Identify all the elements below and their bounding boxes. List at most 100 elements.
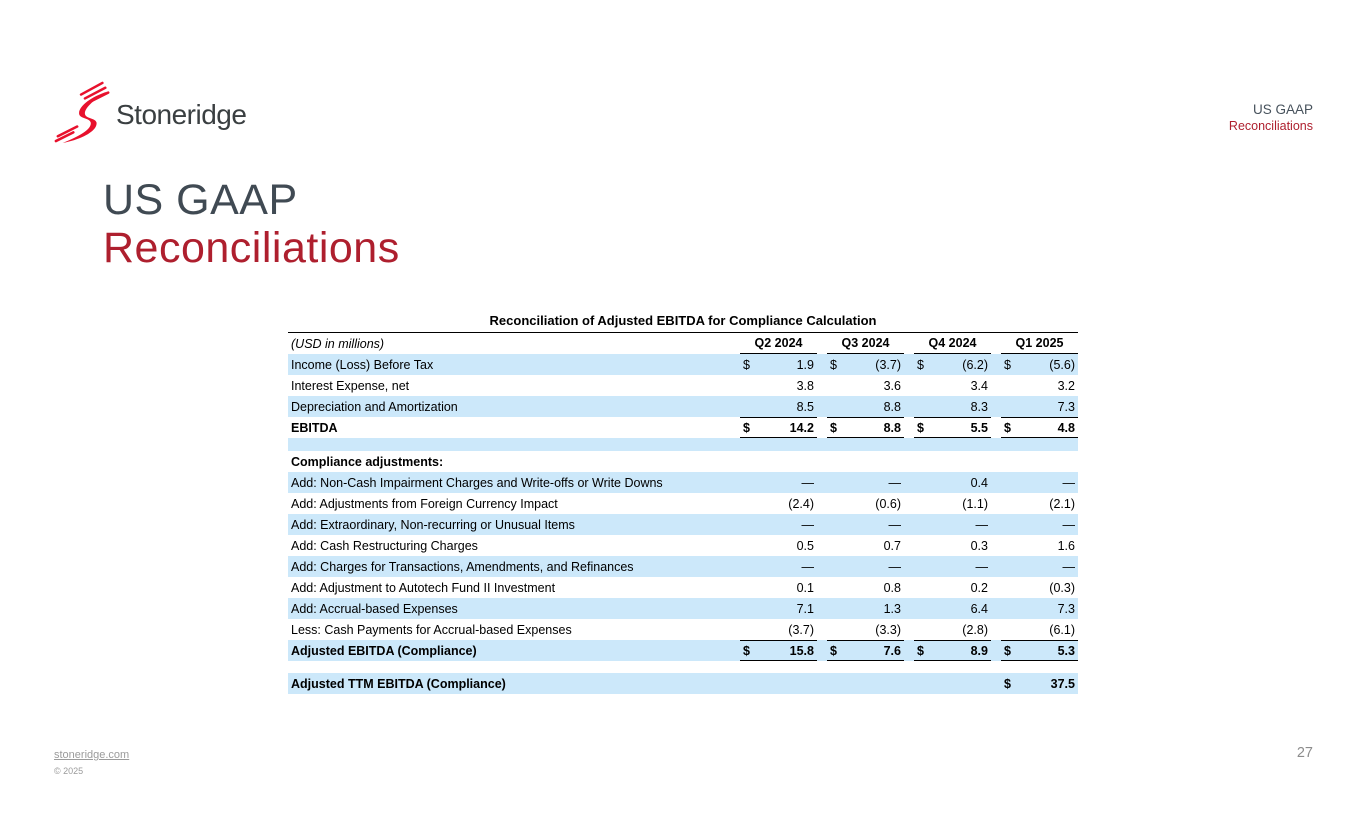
corner-subtitle: Reconciliations [1228,119,1313,133]
value-cell [914,673,991,694]
page-number: 27 [1296,745,1313,761]
dollar-sign: $ [830,643,837,658]
value-cell: — [827,472,904,493]
value-cell: (2.4) [740,493,817,514]
table-row: EBITDA $14.2 $8.8 $5.5 $4.8 [288,417,1078,438]
dollar-sign: $ [830,357,837,372]
cell-value: 3.4 [970,378,988,393]
spacer-row [288,438,1078,451]
page-title-line1: US GAAP [103,176,298,224]
corner-title: US GAAP [1252,102,1313,117]
table-row: Income (Loss) Before Tax $1.9 $ (3.7) $ (6.2)… [288,354,1078,375]
value-cell: 7.3 [1001,598,1078,619]
value-cell: (3.7) [740,619,817,640]
cell-value: — [1062,517,1076,532]
table-row: Add: Accrual-based Expenses 7.1 1.3 6.4 7.3 [288,598,1078,619]
value-cell: 8.8 [827,396,904,417]
value-cell [827,673,904,694]
cell-value: 0.4 [970,475,988,490]
cell-value: (3.7) [875,357,901,372]
corner-header: US GAAP Reconciliations [1229,101,1313,135]
value-cell [827,451,904,472]
row-label: Add: Adjustments from Foreign Currency I… [291,496,558,511]
value-cell: $37.5 [1001,673,1078,694]
value-cell: $4.8 [1001,417,1078,438]
value-cell [914,451,991,472]
value-cell: (0.3) [1001,577,1078,598]
row-label: EBITDA [291,420,338,435]
value-cell: $8.9 [914,640,991,661]
value-cell: $5.3 [1001,640,1078,661]
value-cell: — [1001,472,1078,493]
value-cell: — [827,514,904,535]
value-cell: 8.3 [914,396,991,417]
value-cell [1001,451,1078,472]
cell-value: (6.2) [962,357,988,372]
dollar-sign: $ [917,357,924,372]
value-cell: 3.2 [1001,375,1078,396]
column-header: Q3 2024 [827,333,904,354]
table-row: Add: Cash Restructuring Charges 0.5 0.7 0.3… [288,535,1078,556]
cell-value: (3.3) [875,622,901,637]
value-cell: $7.6 [827,640,904,661]
dollar-sign: $ [743,643,750,658]
value-cell: — [827,556,904,577]
row-label: Add: Extraordinary, Non-recurring or Unu… [291,517,575,532]
cell-value: (5.6) [1049,357,1075,372]
row-label: Adjusted EBITDA (Compliance) [291,643,477,658]
row-label: Add: Cash Restructuring Charges [291,538,478,553]
value-cell: — [1001,556,1078,577]
dollar-sign: $ [1004,643,1011,658]
cell-value: 8.8 [883,420,901,435]
cell-value: 8.9 [970,643,988,658]
row-label: Add: Charges for Transactions, Amendment… [291,559,634,574]
value-cell: 1.6 [1001,535,1078,556]
value-cell: 0.7 [827,535,904,556]
column-header: Q4 2024 [914,333,991,354]
dollar-sign: $ [743,420,750,435]
cell-value: 7.3 [1057,601,1075,616]
cell-value: (0.3) [1049,580,1075,595]
value-cell: (1.1) [914,493,991,514]
cell-value: 7.3 [1057,399,1075,414]
cell-value: 0.7 [883,538,901,553]
cell-value: 1.9 [796,357,814,372]
table-row: Depreciation and Amortization 8.5 8.8 8.3 7.… [288,396,1078,417]
cell-value: (0.6) [875,496,901,511]
value-cell: $ (6.2) [914,354,991,375]
value-cell: — [914,514,991,535]
cell-value: — [975,517,989,532]
table-row: Less: Cash Payments for Accrual-based Ex… [288,619,1078,640]
cell-value: — [801,559,815,574]
cell-value: 3.8 [796,378,814,393]
table-row: Add: Extraordinary, Non-recurring or Unu… [288,514,1078,535]
value-cell: $5.5 [914,417,991,438]
value-cell: (2.1) [1001,493,1078,514]
value-cell: $ (5.6) [1001,354,1078,375]
cell-value: 5.5 [970,420,988,435]
cell-value: 0.3 [970,538,988,553]
table-row: Compliance adjustments: [288,451,1078,472]
cell-value: (2.1) [1049,496,1075,511]
dollar-sign: $ [917,643,924,658]
value-cell: (3.3) [827,619,904,640]
value-cell [740,451,817,472]
table-row: Adjusted TTM EBITDA (Compliance) $37.5 [288,673,1078,694]
value-cell: $14.2 [740,417,817,438]
footer: stoneridge.com © 2025 [54,747,129,778]
cell-value: — [1062,475,1076,490]
table-row: Add: Adjustments from Foreign Currency I… [288,493,1078,514]
cell-value: — [975,559,989,574]
value-cell: 0.5 [740,535,817,556]
unit-label: (USD in millions) [291,336,385,351]
value-cell: 3.4 [914,375,991,396]
cell-value: 37.5 [1050,676,1075,691]
row-label: Adjusted TTM EBITDA (Compliance) [291,676,506,691]
row-label: Less: Cash Payments for Accrual-based Ex… [291,622,572,637]
spacer-row [288,661,1078,673]
site-link[interactable]: stoneridge.com [54,749,130,761]
value-cell [740,673,817,694]
cell-value: — [801,475,815,490]
cell-value: 8.3 [970,399,988,414]
value-cell: 0.1 [740,577,817,598]
